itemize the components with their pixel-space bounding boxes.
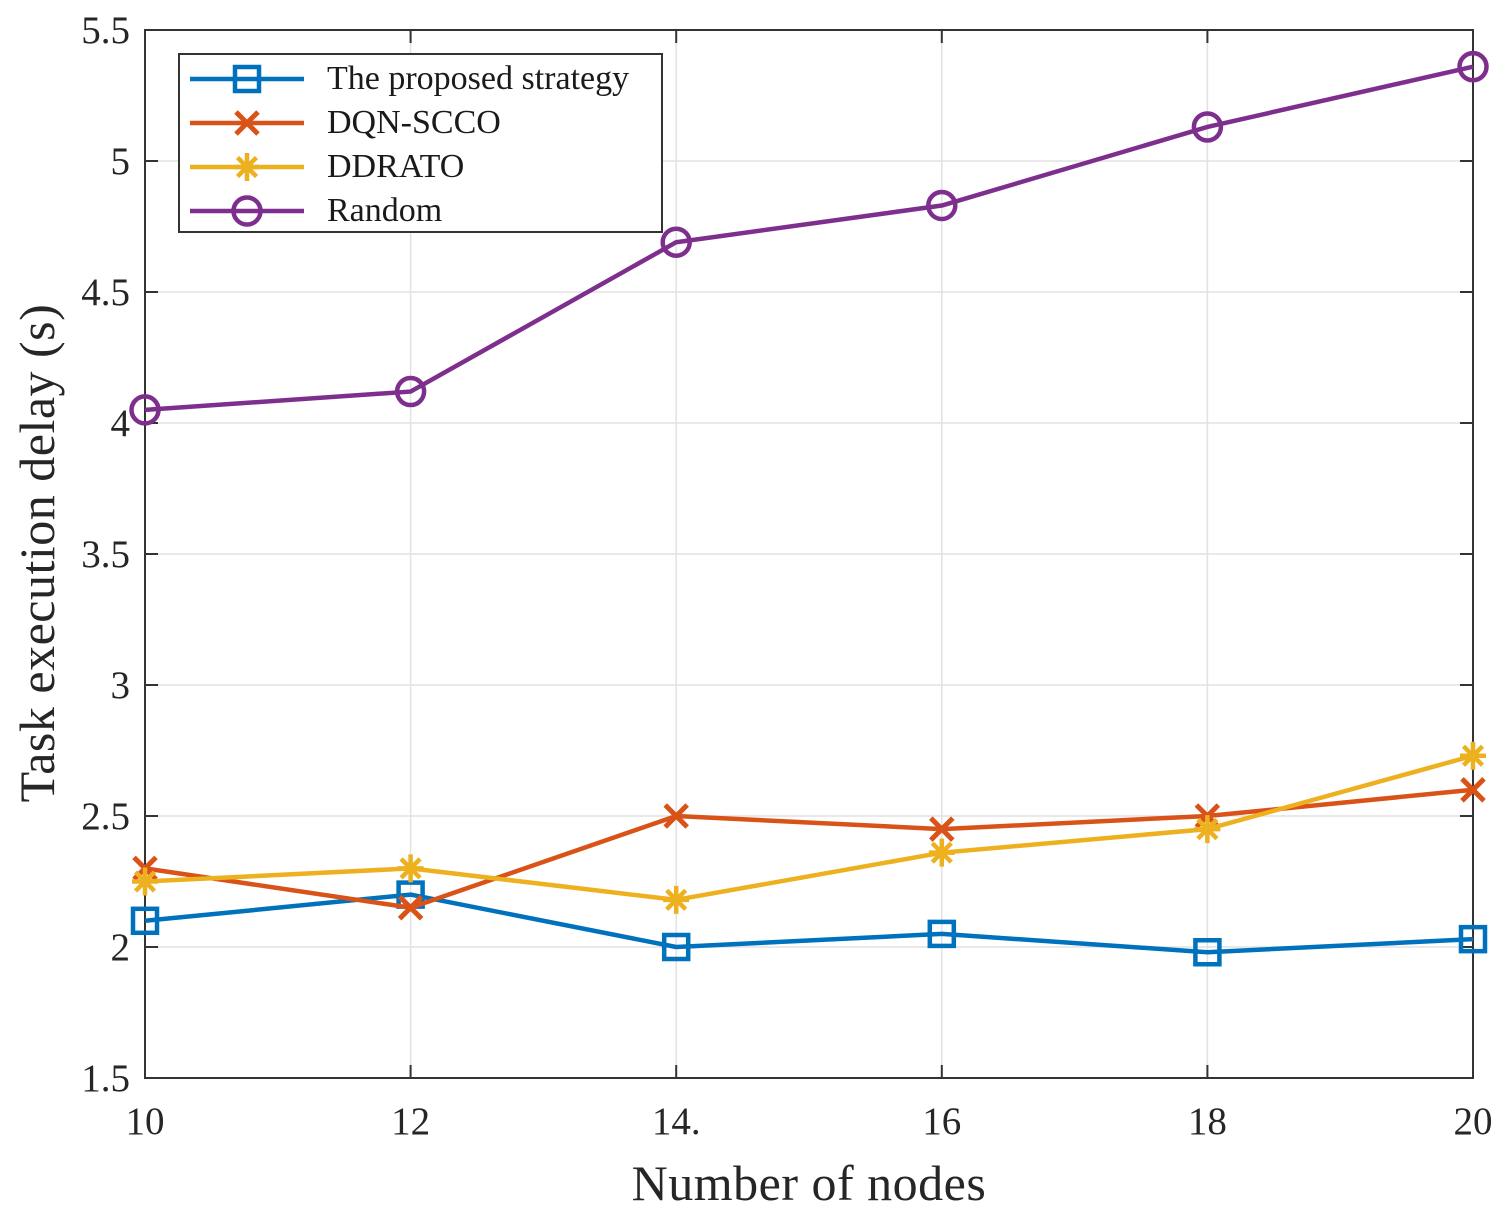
asterisk-marker-icon [928,838,955,867]
square-marker-icon [130,906,160,936]
circle-marker [394,375,427,408]
series-line-ddrato [144,753,1474,903]
asterisk-marker-icon [1194,815,1221,844]
circle-marker [1191,111,1224,143]
x-marker-icon [1460,777,1486,803]
legend: The proposed strategy DQN-SCCO DDRATO Rando… [178,53,663,233]
y-tick-label: 5.5 [81,9,130,52]
circle-marker-icon [1191,111,1224,143]
asterisk-marker [1194,815,1221,844]
asterisk-marker [234,153,260,181]
circle-marker [926,189,958,222]
square-marker [661,932,691,962]
circle-marker [231,195,263,227]
y-tick-label: 2 [111,926,131,969]
asterisk-marker [397,854,424,883]
circle-marker-icon [1457,50,1489,83]
y-tick-label: 3.5 [81,533,130,576]
circle-marker [1457,50,1489,83]
x-marker-icon [397,894,424,921]
legend-label: DQN-SCCO [327,104,501,141]
x-tick-label: 14. [652,1100,701,1143]
asterisk-marker-icon [1460,741,1486,770]
asterisk-marker [928,838,955,867]
asterisk-marker [132,867,158,896]
y-tick-label: 4 [111,402,131,445]
x-tick-label: 16 [922,1100,961,1143]
x-marker-swatch-icon [190,110,304,136]
asterisk-marker-icon [234,153,260,181]
legend-item: DDRATO [180,145,661,189]
legend-label: The proposed strategy [327,60,630,97]
legend-label: Random [327,192,443,229]
circle-marker-swatch-icon [190,195,304,227]
circle-marker-icon [129,394,161,426]
circle-marker [660,226,692,258]
asterisk-marker-icon [132,867,158,896]
x-axis-label: Number of nodes [631,1155,987,1211]
circle-marker-icon [660,226,692,258]
square-marker-icon [1193,937,1222,967]
x-marker [1460,777,1486,803]
legend-item: The proposed strategy [180,57,661,101]
x-tick-label: 10 [126,1100,165,1143]
x-tick-label: 12 [391,1100,430,1143]
asterisk-marker [663,885,690,914]
square-marker-icon [661,932,691,962]
y-tick-label: 2.5 [81,795,130,838]
y-tick-label: 1.5 [81,1057,130,1100]
series-line-the-proposed-strategy [144,892,1474,955]
legend-item: Random [180,189,661,233]
series-line-random [144,64,1474,413]
x-marker [397,894,424,921]
circle-marker-icon [231,195,263,227]
y-axis-label: Task execution delay (s) [9,303,65,803]
circle-marker-icon [394,375,427,408]
series-line-dqn-scco [144,787,1474,910]
x-marker [663,803,689,829]
x-marker [929,816,955,842]
square-marker [1193,937,1222,967]
square-marker-swatch-icon [190,64,304,94]
square-marker [130,906,160,936]
x-tick-label: 18 [1188,1100,1227,1143]
x-tick-label: 20 [1454,1100,1493,1143]
x-marker-icon [234,110,260,136]
square-marker [927,919,957,949]
y-tick-label: 3 [111,664,131,707]
circle-marker-icon [926,189,958,222]
square-marker-icon [232,64,262,94]
x-marker-icon [663,803,689,829]
x-marker-icon [929,816,955,842]
x-marker [234,110,260,136]
asterisk-marker-icon [663,885,690,914]
square-marker-icon [1458,924,1488,954]
y-tick-label: 5 [111,140,131,183]
asterisk-marker-icon [397,854,424,883]
legend-label: DDRATO [327,148,465,185]
asterisk-marker-swatch-icon [190,153,304,181]
legend-item: DQN-SCCO [180,101,661,145]
y-tick-label: 4.5 [81,271,130,314]
square-marker-icon [927,919,957,949]
asterisk-marker [1460,741,1486,770]
square-marker [232,64,262,94]
circle-marker [129,394,161,426]
square-marker [1458,924,1488,954]
